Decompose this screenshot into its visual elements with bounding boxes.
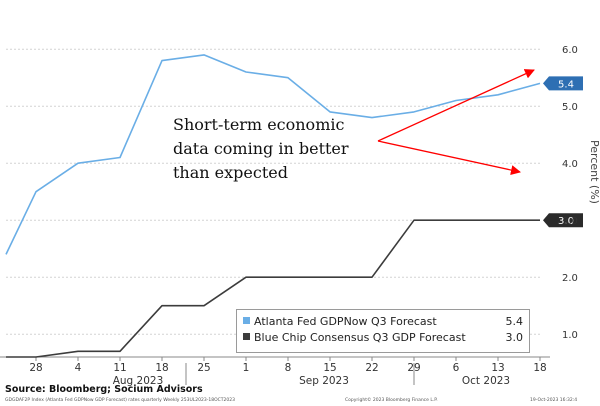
legend-item-gdpnow: Atlanta Fed GDPNow Q3 Forecast bbox=[243, 315, 437, 329]
legend-label-gdpnow: Atlanta Fed GDPNow Q3 Forecast bbox=[254, 315, 437, 328]
annotation-line-2: data coming in better bbox=[173, 139, 349, 158]
y-tick-label: 1.0 bbox=[562, 330, 578, 341]
y-tick-label: 6.0 bbox=[562, 45, 578, 56]
footer-right: 19-Oct-2023 16:32:4 bbox=[530, 398, 578, 403]
y-tick-label: 5.0 bbox=[562, 102, 578, 113]
legend: Atlanta Fed GDPNow Q3 Forecast 5.4 Blue … bbox=[236, 309, 530, 353]
legend-item-bluechip: Blue Chip Consensus Q3 GDP Forecast bbox=[243, 331, 466, 345]
legend-swatch-gdpnow bbox=[243, 317, 250, 324]
x-tick-label: 18 bbox=[155, 362, 168, 374]
footer-middle: Copyright© 2023 Bloomberg Finance L.P. bbox=[345, 398, 438, 403]
series-line-gdpnow bbox=[5, 54, 541, 255]
x-tick-label: 15 bbox=[323, 362, 336, 374]
x-tick-label: 13 bbox=[491, 362, 504, 374]
x-month-label: Oct 2023 bbox=[462, 375, 510, 387]
y-tick-label: 4.0 bbox=[562, 159, 578, 170]
x-tick-label: 1 bbox=[243, 362, 250, 374]
x-tick-label: 6 bbox=[453, 362, 460, 374]
x-tick-label: 8 bbox=[285, 362, 292, 374]
series-lines: 5.4 3.0 bbox=[5, 54, 583, 358]
series-line-bluechip bbox=[6, 219, 540, 358]
tick-labels: 1.02.03.04.05.06.028 4 11 18 25 1 8 15 22 29 6 13 18… bbox=[29, 45, 600, 387]
source-note: Source: Bloomberg; Socium Advisors bbox=[5, 384, 203, 395]
annotation-text: Short-term economic data coming in bette… bbox=[173, 113, 349, 185]
annotation-arrow-lower bbox=[377, 140, 521, 175]
x-tick-label: 29 bbox=[407, 362, 420, 374]
x-month-label: Aug 2023 bbox=[113, 375, 164, 387]
legend-swatch-bluechip bbox=[243, 333, 250, 340]
x-tick-label: 18 bbox=[533, 362, 546, 374]
legend-value-gdpnow: 5.4 bbox=[505, 315, 524, 328]
value-tag-label: 3.0 bbox=[558, 216, 574, 227]
x-tick-label: 25 bbox=[197, 362, 210, 374]
legend-label-bluechip: Blue Chip Consensus Q3 GDP Forecast bbox=[254, 331, 466, 344]
value-tag-gdpnow bbox=[543, 76, 583, 91]
value-tag-label: 5.4 bbox=[558, 79, 574, 90]
annotation-line-3: than expected bbox=[173, 163, 288, 182]
y-axis-title: Percent (%) bbox=[588, 140, 600, 204]
annotation-arrow-upper bbox=[377, 69, 535, 142]
annotation-arrows bbox=[377, 69, 535, 175]
y-tick-label: 2.0 bbox=[562, 273, 578, 284]
x-tick-label: 4 bbox=[75, 362, 82, 374]
y-tick-label: 3.0 bbox=[562, 216, 578, 227]
grid-lines bbox=[6, 48, 540, 335]
annotation-line-1: Short-term economic bbox=[173, 115, 345, 134]
x-tick-label: 11 bbox=[113, 362, 126, 374]
x-month-label: Sep 2023 bbox=[299, 375, 349, 387]
footer-left: GDGDAF2P Index (Atlanta Fed GDPNow GDP F… bbox=[5, 398, 235, 403]
value-tag-bluechip bbox=[543, 213, 583, 228]
x-tick-label: 22 bbox=[365, 362, 378, 374]
legend-value-bluechip: 3.0 bbox=[505, 331, 524, 344]
x-tick-label: 28 bbox=[29, 362, 42, 374]
